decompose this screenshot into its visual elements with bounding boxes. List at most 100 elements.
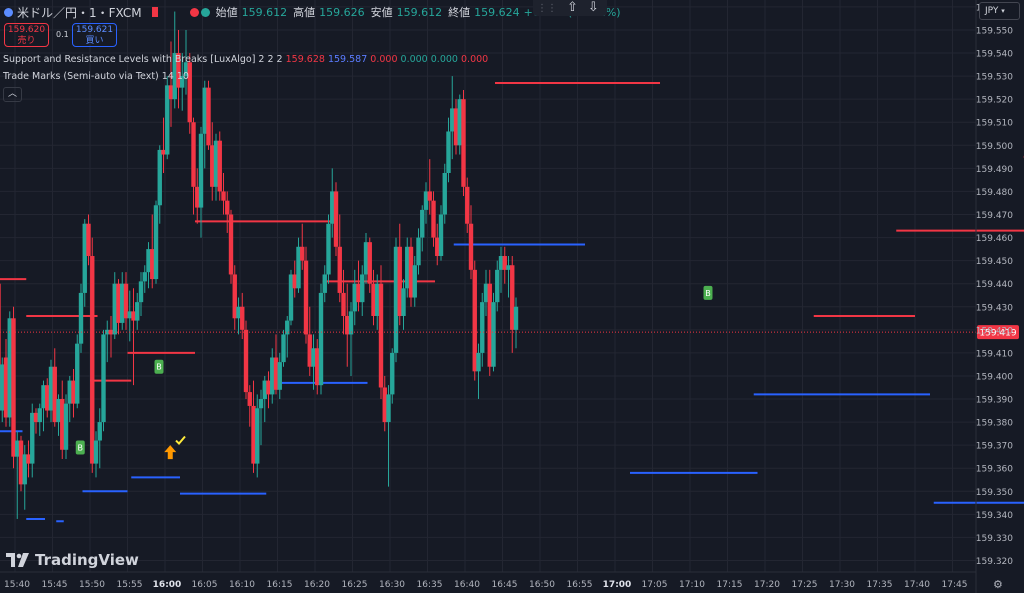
candle-body [150, 249, 155, 280]
close-value: 159.624 [474, 5, 520, 19]
candle-body [300, 246, 305, 261]
price-tick-label: 159.460 [976, 234, 1013, 244]
candle-body [206, 87, 211, 146]
buy-button[interactable]: 159.621 買い [72, 23, 117, 47]
candle-body [258, 399, 264, 409]
candle-body [303, 260, 309, 335]
candle-body [480, 302, 485, 353]
candle-body [240, 306, 245, 330]
candle-body [292, 274, 297, 289]
candle-body [262, 380, 267, 400]
logo-text: TradingView [35, 551, 139, 569]
candle-body [153, 205, 159, 280]
time-tick-label: 16:05 [192, 580, 218, 590]
time-tick-label: 17:10 [679, 580, 705, 590]
indicator-sr-value-5: 0.000 [430, 54, 458, 65]
price-tick-label: 159.480 [976, 188, 1013, 198]
price-axis: 159.560159.550159.540159.530159.520159.5… [975, 0, 1013, 593]
candle-body [116, 283, 121, 323]
buy-marker [154, 359, 164, 374]
candle-body [105, 329, 110, 335]
chevron-down-icon: ▾ [1001, 7, 1005, 15]
candle-body [330, 191, 335, 224]
candle-body [502, 256, 507, 270]
buy-marker-label: B [78, 443, 84, 452]
candle-body [341, 292, 346, 316]
currency-label: JPY [985, 6, 999, 16]
currency-selector[interactable]: JPY ▾ [979, 2, 1020, 20]
candle-body [318, 292, 324, 386]
indicator-sr-legend[interactable]: Support and Resistance Levels with Break… [3, 54, 488, 65]
candle-body [468, 223, 474, 270]
candle-body [123, 283, 129, 319]
candle-body [142, 272, 147, 282]
time-tick-label: 16:20 [304, 580, 330, 590]
candle-body [513, 306, 519, 330]
price-tick-label: 159.450 [976, 257, 1013, 267]
price-tick-label: 159.410 [976, 349, 1013, 359]
buy-marker [75, 440, 85, 455]
arrow-up-icon[interactable]: ⇧ [567, 0, 578, 15]
candle-body [442, 172, 447, 215]
last-price-label: 159.419 [979, 329, 1016, 339]
candle-body [363, 242, 369, 275]
candle-body [427, 191, 432, 201]
candle-body [37, 408, 42, 423]
candle-body [202, 87, 207, 134]
time-axis: 15:40 15:45 15:50 15:55 16:00 16:05 16:10 16:15… [0, 571, 976, 590]
price-tick-label: 159.330 [976, 534, 1013, 544]
market-dot-icon [189, 7, 199, 17]
candle-body [378, 283, 384, 388]
candles [0, 11, 519, 519]
candle-body [213, 140, 219, 187]
candle-body [326, 223, 331, 275]
candle-body [483, 283, 489, 303]
close-label: 終値 [448, 6, 471, 19]
arrow-down-icon[interactable]: ⇩ [587, 0, 599, 15]
candle-body [416, 237, 421, 266]
time-tick-label: 16:50 [529, 580, 555, 590]
time-tick-label: 17:00 [603, 580, 632, 590]
spread-value: 0.1 [56, 30, 69, 39]
indicator-tm-legend[interactable]: Trade Marks (Semi-auto via Text) 14 10 [3, 71, 189, 82]
price-tick-label: 159.520 [976, 96, 1013, 106]
candle-body [255, 408, 260, 464]
candle-body [360, 274, 365, 303]
sell-button[interactable]: 159.620 売り [4, 23, 49, 47]
symbol-name[interactable]: 米ドル／円・1・FXCM [17, 5, 142, 20]
flag-icon[interactable] [151, 7, 158, 17]
candle-body [495, 269, 500, 303]
gear-icon[interactable]: ⚙ [993, 578, 1003, 591]
candle-body [266, 380, 271, 395]
candle-body [78, 292, 84, 344]
price-tick-label: 159.360 [976, 465, 1013, 475]
candle-body [3, 357, 9, 418]
candle-body [11, 318, 16, 457]
price-tick-label: 159.440 [976, 280, 1013, 290]
high-value: 159.626 [319, 5, 365, 19]
drag-handle-icon[interactable]: ⋮⋮ [537, 2, 557, 14]
candle-body [322, 274, 327, 293]
time-tick-label: 16:40 [454, 580, 480, 590]
collapse-legend-button[interactable]: ︿ [3, 87, 22, 102]
candle-body [41, 385, 46, 409]
candle-body [476, 352, 481, 372]
time-tick-label: 16:45 [492, 580, 518, 590]
buy-marker [703, 285, 713, 300]
candle-body [120, 283, 125, 323]
candle-body [472, 269, 477, 372]
time-tick-label: 16:00 [153, 580, 182, 590]
tradingview-logo-icon [6, 553, 29, 567]
candle-body [397, 246, 402, 316]
candle-body [352, 283, 357, 312]
candle-body [375, 283, 380, 316]
time-tick-label: 17:35 [867, 580, 893, 590]
candle-body [333, 191, 339, 247]
high-label: 高値 [293, 6, 316, 19]
price-tick-label: 159.340 [976, 511, 1013, 521]
candle-body [465, 186, 470, 224]
price-tick-label: 159.540 [976, 50, 1013, 60]
candle-body [345, 315, 350, 335]
candle-body [138, 281, 144, 303]
